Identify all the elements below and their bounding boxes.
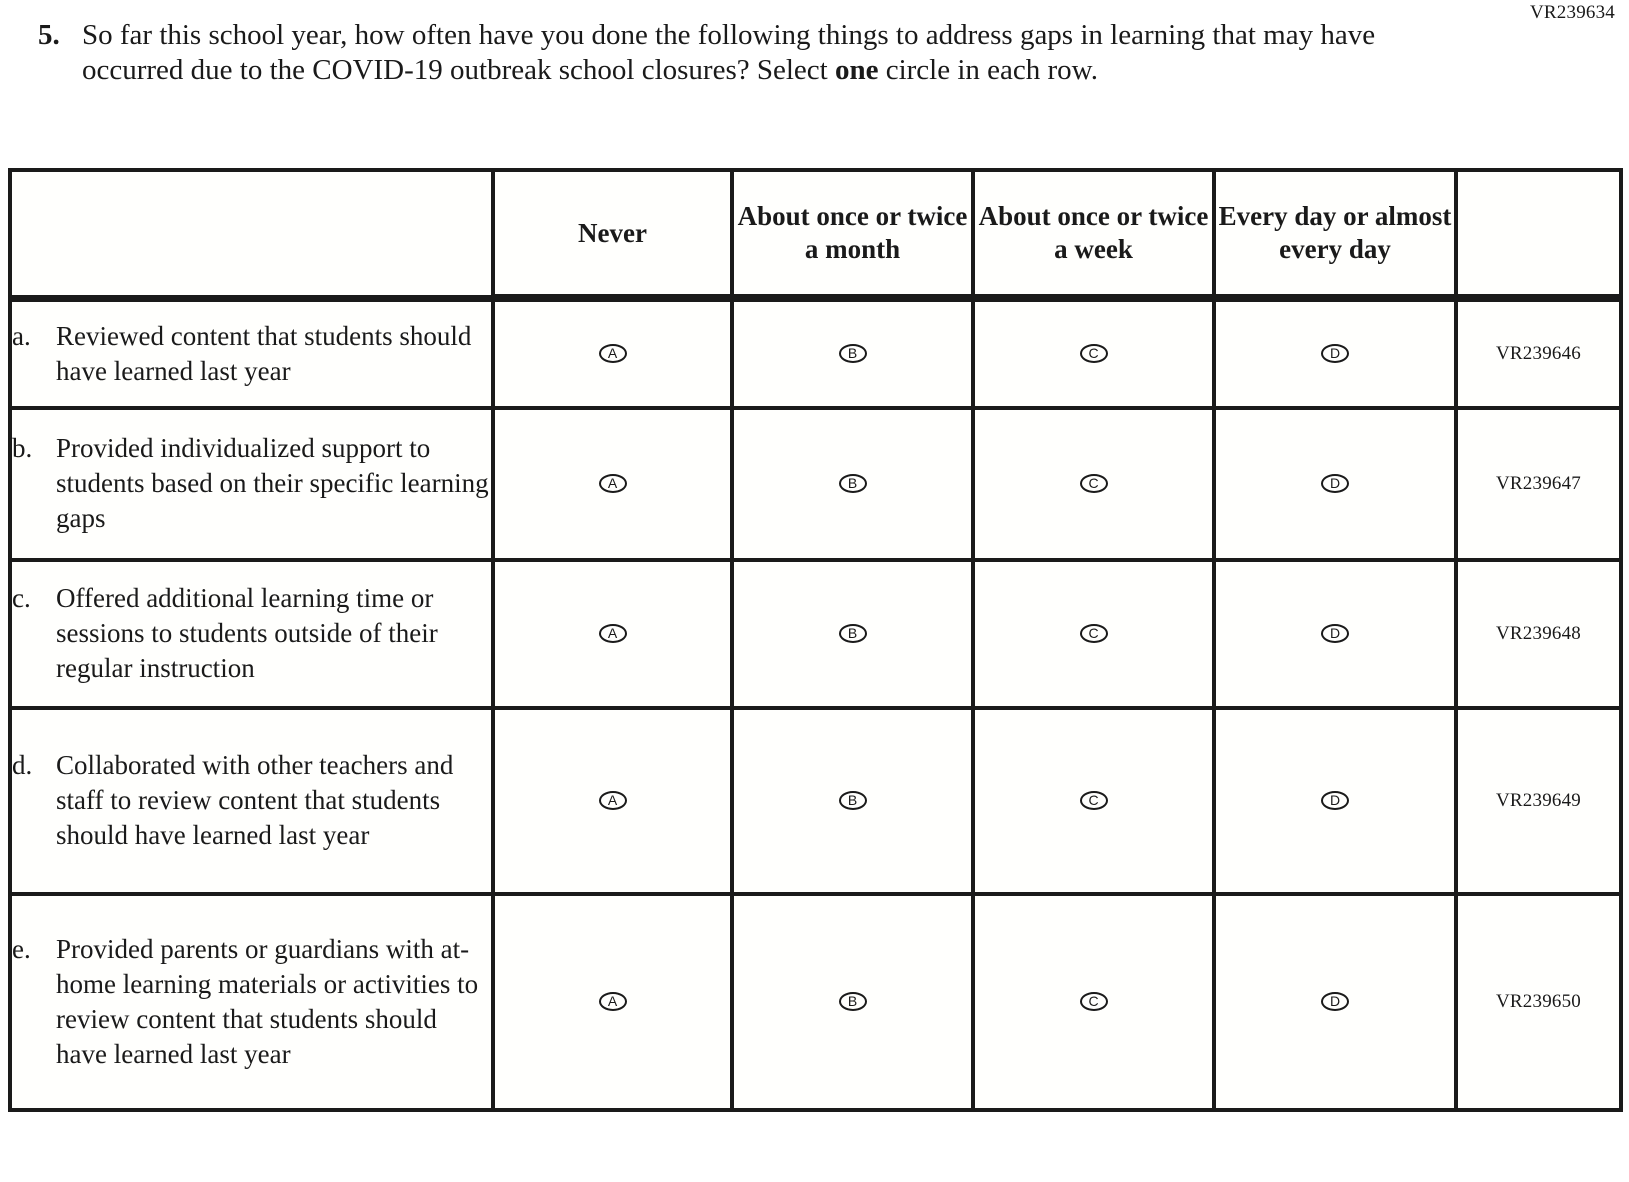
bubble-cell-d-never[interactable]: A: [491, 705, 734, 896]
radio-bubble-e-A[interactable]: A: [598, 992, 627, 1011]
row-letter-c: c.: [12, 583, 31, 613]
row-letter-e: e.: [12, 933, 31, 964]
row-letter-b: b.: [12, 433, 33, 463]
row-label-e: Provided parents or guardians with at-ho…: [56, 933, 479, 1069]
row-label-a: Reviewed content that students should ha…: [56, 320, 472, 386]
question-stem: 5. So far this school year, how often ha…: [38, 18, 1438, 88]
bubble-cell-c-week[interactable]: C: [971, 557, 1216, 710]
row-label-b: Provided individualized support to stude…: [56, 433, 489, 533]
column-header-statement: [8, 168, 495, 298]
row-statement-e: e. Provided parents or guardians with at…: [8, 891, 495, 1112]
table-row: c. Offered additional learning time or s…: [8, 557, 1623, 710]
radio-bubble-c-A[interactable]: A: [598, 624, 627, 643]
row-code-e: VR239650: [1454, 891, 1623, 1112]
row-label-d: Collaborated with other teachers and sta…: [56, 750, 454, 850]
table-row: d. Collaborated with other teachers and …: [8, 705, 1623, 896]
row-code-d: VR239649: [1454, 705, 1623, 896]
radio-bubble-b-C[interactable]: C: [1079, 474, 1108, 493]
matrix-table: Never About once or twice a month About …: [8, 168, 1623, 1112]
row-label-c: Offered additional learning time or sess…: [56, 583, 438, 683]
column-header-variable-code: [1454, 168, 1623, 298]
question-text-emphasis: one: [834, 54, 879, 86]
row-statement-a: a. Reviewed content that students should…: [8, 297, 495, 410]
row-code-a: VR239646: [1454, 297, 1623, 410]
bubble-cell-e-never[interactable]: A: [491, 891, 734, 1112]
bubble-cell-a-never[interactable]: A: [491, 297, 734, 410]
bubble-cell-e-week[interactable]: C: [971, 891, 1216, 1112]
column-header-never: Never: [491, 168, 734, 298]
matrix-header-row: Never About once or twice a month About …: [8, 168, 1623, 298]
row-statement-c: c. Offered additional learning time or s…: [8, 557, 495, 710]
radio-bubble-c-D[interactable]: D: [1321, 624, 1349, 643]
row-code-c: VR239648: [1454, 557, 1623, 710]
radio-bubble-a-A[interactable]: A: [598, 344, 627, 363]
bubble-cell-d-everyday[interactable]: D: [1212, 705, 1458, 896]
row-statement-d: d. Collaborated with other teachers and …: [8, 705, 495, 896]
table-row: b. Provided individualized support to st…: [8, 405, 1623, 562]
radio-bubble-b-B[interactable]: B: [838, 474, 867, 493]
bubble-cell-a-week[interactable]: C: [971, 297, 1216, 410]
bubble-cell-c-everyday[interactable]: D: [1212, 557, 1458, 710]
bubble-cell-b-never[interactable]: A: [491, 405, 734, 562]
radio-bubble-d-C[interactable]: C: [1079, 791, 1108, 810]
bubble-cell-b-everyday[interactable]: D: [1212, 405, 1458, 562]
question-id-label: VR239634: [1530, 2, 1615, 23]
radio-bubble-a-B[interactable]: B: [838, 344, 867, 363]
radio-bubble-b-A[interactable]: A: [598, 474, 627, 493]
row-code-b: VR239647: [1454, 405, 1623, 562]
bubble-cell-e-everyday[interactable]: D: [1212, 891, 1458, 1112]
question-text-part1: So far this school year, how often have …: [82, 19, 1376, 86]
question-text-part2: circle in each row.: [878, 54, 1098, 86]
radio-bubble-d-B[interactable]: B: [838, 791, 867, 810]
table-row: e. Provided parents or guardians with at…: [8, 891, 1623, 1112]
radio-bubble-a-D[interactable]: D: [1321, 344, 1349, 363]
question-text: So far this school year, how often have …: [82, 18, 1412, 88]
radio-bubble-b-D[interactable]: D: [1321, 474, 1349, 493]
bubble-cell-a-month[interactable]: B: [730, 297, 975, 410]
bubble-cell-d-month[interactable]: B: [730, 705, 975, 896]
radio-bubble-c-C[interactable]: C: [1079, 624, 1108, 643]
bubble-cell-a-everyday[interactable]: D: [1212, 297, 1458, 410]
bubble-cell-e-month[interactable]: B: [730, 891, 975, 1112]
bubble-cell-c-month[interactable]: B: [730, 557, 975, 710]
column-header-once-twice-month: About once or twice a month: [730, 168, 975, 298]
bubble-cell-c-never[interactable]: A: [491, 557, 734, 710]
row-letter-a: a.: [12, 320, 31, 351]
radio-bubble-c-B[interactable]: B: [838, 624, 867, 643]
radio-bubble-e-C[interactable]: C: [1079, 992, 1108, 1011]
matrix-body: a. Reviewed content that students should…: [8, 297, 1623, 1112]
bubble-cell-b-week[interactable]: C: [971, 405, 1216, 562]
bubble-cell-d-week[interactable]: C: [971, 705, 1216, 896]
column-header-once-twice-week: About once or twice a week: [971, 168, 1216, 298]
response-matrix: Never About once or twice a month About …: [8, 168, 1623, 1112]
radio-bubble-e-D[interactable]: D: [1321, 992, 1349, 1011]
row-letter-d: d.: [12, 750, 33, 780]
column-header-every-day: Every day or almost every day: [1212, 168, 1458, 298]
radio-bubble-d-A[interactable]: A: [598, 791, 627, 810]
row-statement-b: b. Provided individualized support to st…: [8, 405, 495, 562]
matrix-header: Never About once or twice a month About …: [8, 168, 1623, 300]
bubble-cell-b-month[interactable]: B: [730, 405, 975, 562]
question-number: 5.: [38, 19, 60, 51]
table-row: a. Reviewed content that students should…: [8, 297, 1623, 410]
radio-bubble-d-D[interactable]: D: [1321, 791, 1349, 810]
radio-bubble-a-C[interactable]: C: [1079, 344, 1108, 363]
radio-bubble-e-B[interactable]: B: [838, 992, 867, 1011]
